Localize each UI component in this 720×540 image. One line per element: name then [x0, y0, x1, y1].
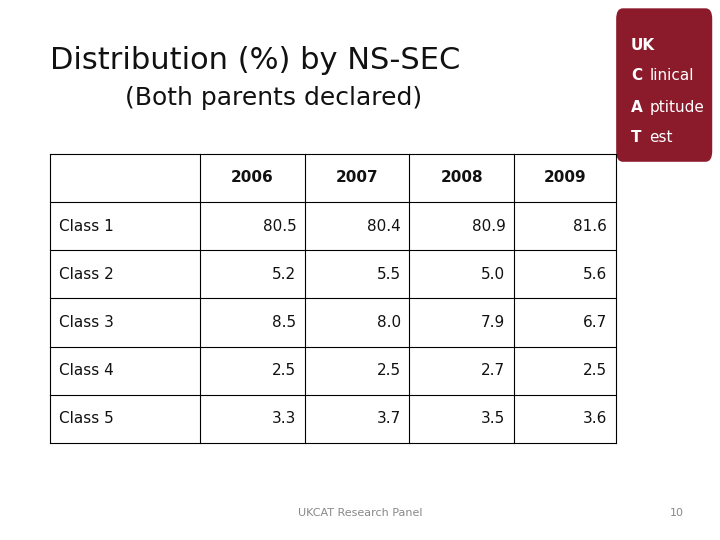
- Text: 5.6: 5.6: [583, 267, 607, 282]
- Text: 7.9: 7.9: [481, 315, 505, 330]
- Text: Class 3: Class 3: [59, 315, 114, 330]
- Text: 2.5: 2.5: [583, 363, 607, 378]
- Text: Class 1: Class 1: [59, 219, 114, 234]
- Text: 3.5: 3.5: [481, 411, 505, 426]
- Text: 81.6: 81.6: [573, 219, 607, 234]
- Text: 5.5: 5.5: [377, 267, 401, 282]
- Text: 3.3: 3.3: [272, 411, 296, 426]
- Text: Class 4: Class 4: [59, 363, 114, 378]
- FancyBboxPatch shape: [616, 8, 712, 162]
- Text: A: A: [631, 100, 643, 115]
- Text: 3.6: 3.6: [582, 411, 607, 426]
- Text: 2008: 2008: [440, 171, 483, 185]
- Text: Class 2: Class 2: [59, 267, 114, 282]
- Text: T: T: [631, 131, 642, 145]
- Text: ptitude: ptitude: [649, 100, 704, 115]
- Text: 6.7: 6.7: [583, 315, 607, 330]
- Text: 2.5: 2.5: [272, 363, 296, 378]
- Text: 80.4: 80.4: [367, 219, 401, 234]
- Text: 2009: 2009: [544, 171, 586, 185]
- Text: 8.5: 8.5: [272, 315, 296, 330]
- Text: (Both parents declared): (Both parents declared): [125, 86, 422, 110]
- Text: 10: 10: [670, 508, 684, 518]
- Text: 3.7: 3.7: [377, 411, 401, 426]
- Text: 80.5: 80.5: [263, 219, 296, 234]
- Text: 5.0: 5.0: [481, 267, 505, 282]
- Text: 80.9: 80.9: [472, 219, 505, 234]
- Text: 5.2: 5.2: [272, 267, 296, 282]
- Text: UK: UK: [631, 38, 655, 53]
- Text: Distribution (%) by NS-SEC: Distribution (%) by NS-SEC: [50, 46, 461, 75]
- Text: Class 5: Class 5: [59, 411, 114, 426]
- Text: 2007: 2007: [336, 171, 378, 185]
- Text: 2006: 2006: [231, 171, 274, 185]
- Text: linical: linical: [649, 68, 694, 83]
- Text: 2.5: 2.5: [377, 363, 401, 378]
- Text: est: est: [649, 131, 672, 145]
- Text: 8.0: 8.0: [377, 315, 401, 330]
- Text: UKCAT Research Panel: UKCAT Research Panel: [298, 508, 422, 518]
- Text: 2.7: 2.7: [481, 363, 505, 378]
- Text: C: C: [631, 68, 642, 83]
